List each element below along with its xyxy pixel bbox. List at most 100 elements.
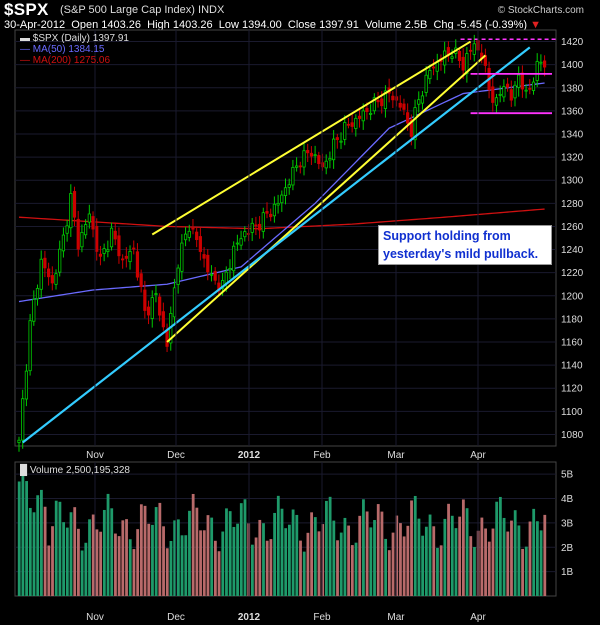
volume-bar xyxy=(43,506,47,596)
volume-bar xyxy=(258,519,262,596)
candle-body xyxy=(428,70,432,80)
price-tick-label: 1200 xyxy=(561,291,584,302)
volume-bar xyxy=(532,508,536,596)
volume-bar xyxy=(262,523,265,596)
volume-bar xyxy=(173,520,177,596)
candle-body xyxy=(283,187,288,196)
candle-body xyxy=(354,117,358,129)
volume-bar xyxy=(513,510,517,596)
candle-body xyxy=(324,160,328,169)
volume-bar xyxy=(162,526,165,596)
x-tick-label: Mar xyxy=(387,450,405,461)
candle-body xyxy=(206,254,210,273)
candle-body xyxy=(346,123,351,126)
volume-bar xyxy=(176,519,180,596)
candle-body xyxy=(309,152,314,157)
candle-body xyxy=(365,108,369,112)
volume-bar xyxy=(332,520,336,596)
volume-bar xyxy=(291,509,295,596)
candle-body xyxy=(372,97,376,112)
volume-bar xyxy=(399,523,402,596)
long-term-trendline xyxy=(22,46,531,444)
candle-body xyxy=(332,138,336,161)
volume-bar xyxy=(58,501,62,596)
volume-bar xyxy=(125,519,128,596)
legend-volume: █ Volume 2,500,195,328 xyxy=(20,463,130,477)
candle-body xyxy=(328,157,332,161)
volume-bar xyxy=(62,522,66,596)
candle-body xyxy=(32,299,36,322)
volume-bar xyxy=(317,531,321,596)
ma50-line xyxy=(18,82,545,303)
candle-body xyxy=(361,110,365,122)
candle-body xyxy=(143,289,147,311)
volume-bar xyxy=(199,530,202,596)
x-tick-label: Nov xyxy=(86,612,104,623)
candle-body xyxy=(80,232,84,248)
volume-bar xyxy=(373,520,376,596)
candle-body xyxy=(498,93,502,96)
legends: ▬ $SPX (Daily) 1397.91— MA(50) 1384.15— … xyxy=(20,33,130,477)
volume-bar xyxy=(47,545,51,596)
candle-body xyxy=(402,103,406,110)
candle-body xyxy=(287,184,291,188)
candle-body xyxy=(539,61,543,64)
price-tick-label: 1080 xyxy=(561,430,584,441)
candle-body xyxy=(269,213,273,218)
price-tick-label: 1320 xyxy=(561,153,584,164)
candle-body xyxy=(261,212,265,232)
candle-body xyxy=(183,233,188,241)
candle-body xyxy=(146,306,151,316)
volume-bar xyxy=(436,547,439,596)
candle-body xyxy=(246,233,251,235)
volume-bar xyxy=(354,542,358,596)
candle-body xyxy=(213,271,217,281)
volume-bar xyxy=(25,481,29,596)
volume-bar xyxy=(535,521,539,596)
candle-body xyxy=(350,122,354,127)
candle-body xyxy=(254,224,258,227)
volume-bar xyxy=(121,520,125,596)
candle-body xyxy=(457,50,462,62)
legend-price: ▬ $SPX (Daily) 1397.91 xyxy=(20,33,129,44)
volume-bar xyxy=(380,511,384,596)
volume-bar xyxy=(139,504,143,596)
price-tick-label: 1300 xyxy=(561,176,584,187)
volume-bar xyxy=(343,517,347,596)
volume-bar xyxy=(487,541,491,596)
volume-bar xyxy=(288,524,291,596)
symbol: $SPX xyxy=(4,0,49,19)
wedge-upper-line xyxy=(151,40,472,236)
volume-bar xyxy=(254,537,258,596)
candle-body xyxy=(491,86,495,103)
price-tick-label: 1340 xyxy=(561,130,584,141)
candle-body xyxy=(109,227,114,248)
candle-body xyxy=(61,234,66,252)
price-tick-label: 1380 xyxy=(561,83,584,94)
volume-bar xyxy=(202,530,206,596)
ma200-line xyxy=(18,208,545,230)
volume-bar xyxy=(450,515,454,596)
candle-body xyxy=(187,230,191,238)
candle-body xyxy=(394,96,399,101)
price-tick-label: 1360 xyxy=(561,106,584,117)
candle-body xyxy=(191,227,195,230)
wedge-lower-line xyxy=(166,54,487,343)
volume-bar xyxy=(502,517,506,596)
volume-bar xyxy=(517,525,521,596)
legend-ma200: — MA(200) 1275.06 xyxy=(20,55,110,66)
volume-bar xyxy=(228,511,232,596)
x-tick-label: Apr xyxy=(470,612,486,623)
volume-bar xyxy=(40,489,43,596)
candle-body xyxy=(343,122,347,140)
candle-body xyxy=(295,165,299,168)
candle-body xyxy=(417,99,421,105)
price-tick-label: 1220 xyxy=(561,268,584,279)
volume-bar xyxy=(217,551,221,596)
symbol-description: (S&P 500 Large Cap Index) INDX xyxy=(60,4,225,16)
volume-bar xyxy=(191,493,195,596)
quote-line: 30-Apr-2012 Open 1403.26 High 1403.26 Lo… xyxy=(4,19,541,31)
candle-body xyxy=(165,329,169,347)
legend-ma50: — MA(50) 1384.15 xyxy=(20,44,105,55)
candle-body xyxy=(217,282,221,292)
